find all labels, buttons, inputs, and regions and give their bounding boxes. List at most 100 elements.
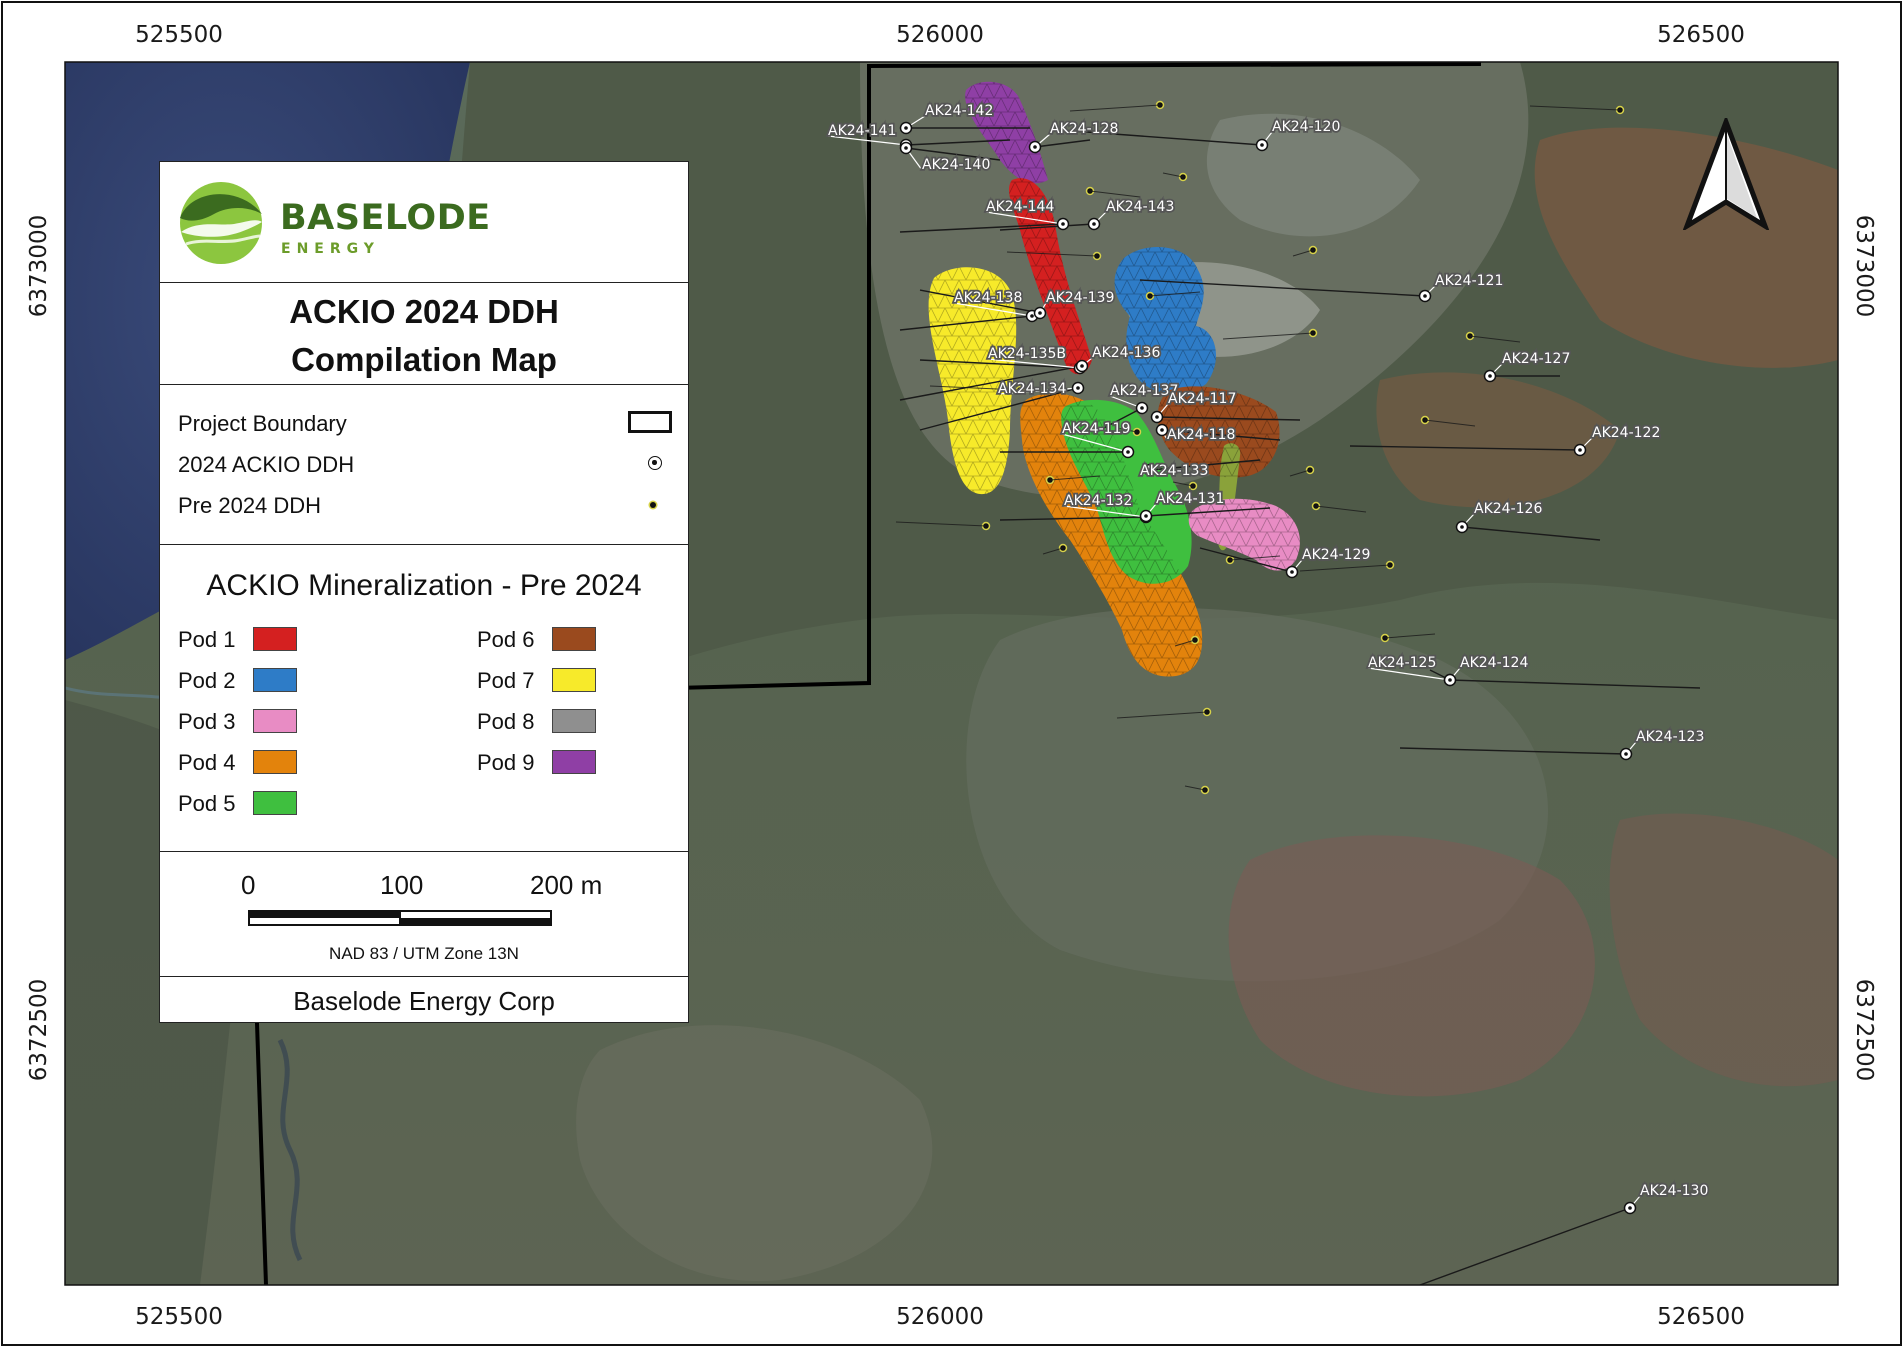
ddh-2024-label: AK24-144 [986, 199, 1054, 215]
ddh-2024-collar[interactable]: AK24-138 [952, 288, 1039, 323]
ddh-2024-label: AK24-137 [1110, 383, 1178, 399]
ddh-collar-dot-icon [904, 146, 908, 150]
pod-4-swatch [253, 750, 297, 774]
project-boundary-label: Project Boundary [178, 411, 347, 436]
pre-2024-ddh-trace [1222, 332, 1314, 340]
map-neatline [64, 61, 1839, 1286]
ddh-trace [919, 289, 1041, 314]
ddh-2024-label: AK24-121 [1435, 273, 1503, 289]
pre-2024-ddh-trace [1042, 547, 1064, 555]
ddh-2024-label: AK24-131 [1156, 491, 1224, 507]
ddh-label-leader [1063, 505, 1147, 518]
ddh-2024-label: AK24-120 [1272, 119, 1340, 135]
ddh-2024-collar[interactable]: AK24-137 [1108, 381, 1180, 415]
ddh-2024-collar[interactable]: AK24-139 [1033, 288, 1116, 320]
pod-6-label: Pod 6 [477, 627, 535, 652]
ddh-label-leader [953, 302, 1033, 317]
ddh-trace [919, 387, 1079, 431]
ddh-2024-collar[interactable]: AK24-120 [1255, 117, 1342, 152]
ddh-collar-dot-icon [1061, 222, 1065, 226]
legend-row-ddh-2024: 2024 ACKIO DDH [178, 450, 672, 480]
easting-label-top-525500: 525500 [135, 22, 223, 48]
pre-2024-ddh-trace [929, 385, 1021, 391]
ddh-2024-collar[interactable]: AK24-122 [1573, 423, 1662, 457]
ddh-trace [1161, 429, 1281, 441]
ddh-2024-collar[interactable]: AK24-121 [1418, 271, 1505, 303]
scale-bar-segment-2 [399, 910, 552, 926]
pod-8-swatch [552, 709, 596, 733]
ddh-2024-label: 2024 ACKIO DDH [178, 452, 355, 477]
pod-4-label: Pod 4 [178, 750, 236, 775]
ddh-2024-collar[interactable]: AK24-126 [1455, 499, 1544, 534]
ddh-2024-collar[interactable]: AK24-133 [1138, 461, 1210, 481]
ddh-2024-collar[interactable]: AK24-127 [1483, 349, 1572, 383]
ddh-2024-collar[interactable]: AK24-142 [899, 101, 995, 135]
ddh-trace [1059, 129, 1263, 146]
ddh-2024-label: AK24-136 [1092, 345, 1160, 361]
northing-label-left-6373000: 6373000 [26, 215, 52, 317]
ddh-2024-collar[interactable]: AK24-124 [1443, 653, 1530, 687]
ddh-2024-label: AK24-129 [1302, 547, 1370, 563]
easting-label-bottom-525500: 525500 [135, 1304, 223, 1330]
ddh-trace [1149, 459, 1261, 471]
pre-2024-ddh-trace [1529, 105, 1621, 111]
ddh-trace [905, 139, 1011, 146]
ddh-collar-dot-icon [1260, 143, 1264, 147]
pre-2024-ddh-trace [1174, 639, 1196, 647]
ddh-2024-collar[interactable]: AK24-144 [984, 197, 1070, 231]
legend-organization-section: Baselode Energy Corp [160, 977, 688, 1024]
ddh-2024-collar[interactable]: AK24-140 [899, 141, 992, 175]
pre-2024-ddh-layer [895, 100, 1625, 795]
ddh-trace [1034, 139, 1091, 148]
pre-2024-ddh-trace [1149, 291, 1201, 297]
pod-1-label: Pod 1 [178, 627, 236, 652]
scale-label-100: 100 [380, 870, 424, 900]
ddh-2024-collar[interactable]: AK24-131 [1139, 489, 1226, 523]
ddh-trace [1419, 1207, 1631, 1285]
ddh-2024-label: AK24-141 [828, 123, 896, 139]
ddh-2024-label: AK24-127 [1502, 351, 1570, 367]
ddh-2024-collar[interactable]: AK24-123 [1619, 727, 1706, 761]
pod-5-swatch [253, 791, 297, 815]
ddh-collar-dot-icon [1628, 1206, 1632, 1210]
organization-name: Baselode Energy Corp [293, 986, 555, 1016]
ddh-2024-collar[interactable]: AK24-118 [1155, 423, 1237, 445]
ddh-2024-collar[interactable]: AK24-134 [996, 379, 1085, 399]
ddh-collar-dot-icon [1155, 415, 1159, 419]
ddh-collar-dot-icon [1624, 752, 1628, 756]
ddh-collar-dot-icon [1076, 386, 1080, 390]
pre-2024-ddh-trace [1384, 633, 1436, 639]
ddh-label-leader [827, 135, 907, 146]
ddh-2024-label: AK24-117 [1168, 391, 1236, 407]
ddh-trace [899, 315, 1033, 331]
ddh-2024-collar[interactable]: AK24-119 [1060, 419, 1135, 459]
easting-label-top-526000: 526000 [896, 22, 984, 48]
ddh-trace [999, 516, 1147, 521]
ddh-2024-collar[interactable]: AK24-136 [1075, 343, 1162, 373]
ddh-2024-collar[interactable]: AK24-128 [1028, 119, 1120, 154]
ddh-2024-collar[interactable]: AK24-130 [1623, 1181, 1710, 1215]
pod-5-label: Pod 5 [178, 791, 236, 816]
pre-2024-ddh-trace [1116, 427, 1138, 433]
ddh-collar-dot-icon [1126, 450, 1130, 454]
scale-label-200: 200 m [530, 870, 603, 900]
northing-label-right-6372500: 6372500 [1851, 979, 1877, 1081]
ddh-2024-label: AK24-138 [954, 290, 1022, 306]
ddh-2024-collar[interactable]: AK24-143 [1087, 197, 1176, 231]
project-boundary-symbol-icon [628, 411, 672, 433]
ddh-trace [1349, 445, 1581, 451]
ddh-2024-collar[interactable]: AK24-129 [1285, 545, 1372, 579]
ddh-2024-label: AK24-134 [998, 381, 1066, 397]
ddh-collar-dot-icon [1460, 525, 1464, 529]
pod-7-label: Pod 7 [477, 668, 535, 693]
pre-2024-ddh-trace [1424, 419, 1476, 427]
legend-mineralization-section: ACKIO Mineralization - Pre 2024 Pod 1 Po… [160, 545, 688, 852]
ddh-2024-collar[interactable]: AK24-135B [986, 344, 1087, 375]
ddh-2024-label: AK24-143 [1106, 199, 1174, 215]
legend-row-project-boundary: Project Boundary [178, 409, 672, 439]
ddh-2024-collar[interactable]: AK24-117 [1150, 389, 1238, 424]
ddh-trace [1099, 407, 1143, 431]
ddh-collar-dot-icon [1423, 294, 1427, 298]
logo-wordmark: BASELODE [280, 198, 491, 238]
ddh-label-leader [1367, 667, 1451, 681]
